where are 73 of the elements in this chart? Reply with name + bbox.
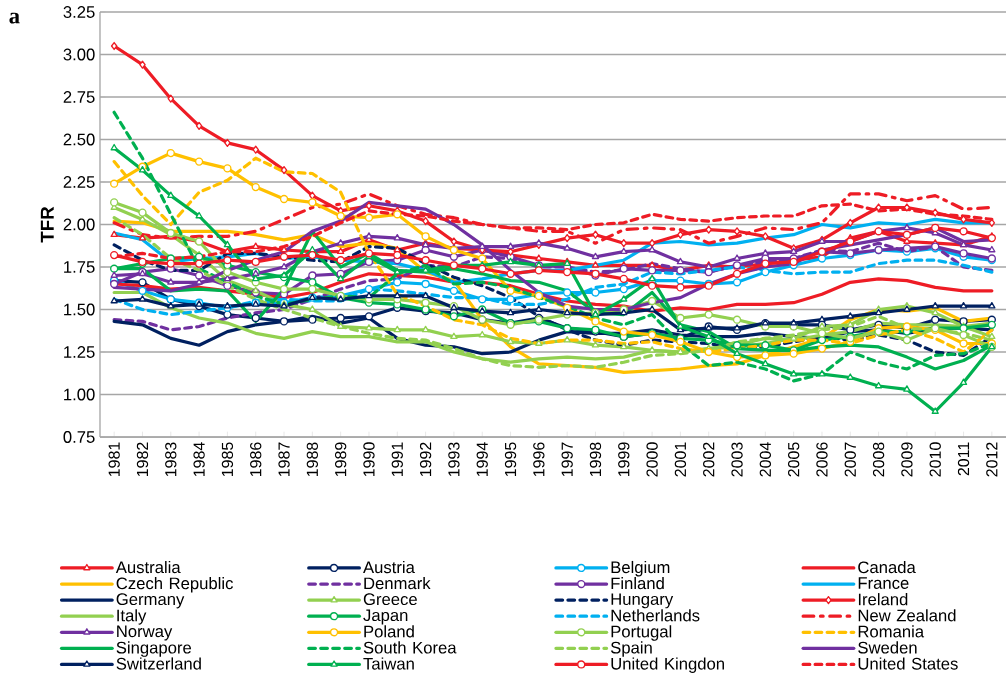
y-tick-label: 1.50 — [64, 303, 95, 316]
x-tick-label: 1998 — [589, 442, 602, 477]
legend-label: Romania — [858, 625, 925, 638]
x-tick-label: 1992 — [419, 442, 432, 477]
x-tick-label: 2001 — [674, 442, 687, 477]
x-tick-label: 2007 — [844, 442, 856, 477]
x-tick-label: 1983 — [165, 442, 177, 477]
x-tick-label: 1988 — [306, 442, 318, 477]
x-tick-label: 1989 — [335, 442, 347, 477]
x-tick-label: 1984 — [193, 442, 205, 477]
x-tick-label: 2006 — [816, 442, 828, 477]
x-tick-label: 2009 — [901, 442, 913, 477]
y-tick-label: 3.00 — [63, 48, 95, 61]
x-tick-label: 2002 — [703, 442, 715, 477]
legend-label: South Korea — [363, 641, 457, 654]
legend-label: Germany — [116, 593, 185, 609]
legend-label: Norway — [117, 625, 173, 641]
x-tick-label: 1996 — [533, 442, 545, 477]
x-tick-label: 2005 — [788, 442, 800, 477]
legend-label: United States — [858, 657, 958, 670]
x-tick-label: 1990 — [363, 442, 375, 477]
x-tick-label: 1999 — [618, 442, 630, 477]
text: a — [9, 12, 20, 24]
x-tick-label: 2010 — [929, 442, 941, 477]
legend-label: Belgium — [611, 560, 670, 577]
legend-label: United Kingdon — [611, 657, 724, 673]
y-tick-label: 2.50 — [63, 133, 95, 146]
x-tick-label: 1982 — [136, 442, 149, 477]
legend-label: Denmark — [364, 577, 431, 590]
legend-label: Portugal — [611, 625, 672, 641]
legend-label: Australia — [115, 560, 181, 574]
x-tick-label: 1981 — [108, 442, 120, 477]
x-tick-label: 1995 — [504, 442, 517, 477]
x-tick-label: 2004 — [759, 442, 771, 477]
legend-label: Ireland — [858, 593, 908, 606]
x-tick-label: 1991 — [391, 442, 403, 477]
y-tick-label: 2.25 — [63, 176, 95, 188]
legend-label: Singapore — [116, 641, 192, 657]
legend-label: Czech Republic — [116, 577, 233, 593]
legend-label: Spain — [610, 641, 652, 657]
x-tick-label: 2011 — [957, 442, 970, 476]
x-tick-label: 2000 — [646, 442, 658, 477]
legend-label: Hungary — [611, 593, 674, 609]
legend-label: Japan — [363, 609, 408, 625]
legend-label: Taiwan — [363, 657, 414, 670]
legend-label: New Zealand — [858, 609, 956, 622]
legend-label: Italy — [117, 609, 147, 625]
legend-label: Poland — [364, 625, 414, 638]
x-tick-label: 1993 — [448, 442, 460, 477]
x-tick-label: 1997 — [561, 442, 573, 477]
legend-label: Canada — [858, 560, 916, 574]
y-tick-label: 1.75 — [64, 261, 95, 273]
x-tick-label: 1994 — [476, 442, 488, 477]
x-tick-label: 2003 — [731, 442, 743, 477]
y-tick-label: 1.00 — [64, 388, 95, 401]
x-tick-label: 1987 — [278, 442, 290, 477]
y-tick-label: 2.00 — [63, 218, 95, 231]
y-tick-label: 1.25 — [64, 346, 95, 358]
y-tick-label: 3.25 — [63, 6, 95, 18]
legend-label: France — [858, 577, 909, 589]
x-tick-label: 2012 — [986, 442, 998, 477]
y-tick-label: 2.75 — [63, 91, 95, 103]
legend-label: Netherlands — [611, 609, 700, 622]
x-tick-label: 1985 — [221, 442, 234, 477]
legend-label: Sweden — [858, 641, 917, 654]
y-axis-title: TFR — [40, 206, 54, 243]
y-tick-label: 0.75 — [63, 431, 95, 443]
legend-label: Switzerland — [116, 657, 201, 670]
x-tick-label: 2008 — [872, 442, 885, 477]
legend-label: Greece — [363, 593, 417, 606]
legend-label: Finland — [611, 577, 664, 590]
x-tick-label: 1986 — [250, 442, 262, 477]
legend-label: Austria — [363, 560, 415, 574]
